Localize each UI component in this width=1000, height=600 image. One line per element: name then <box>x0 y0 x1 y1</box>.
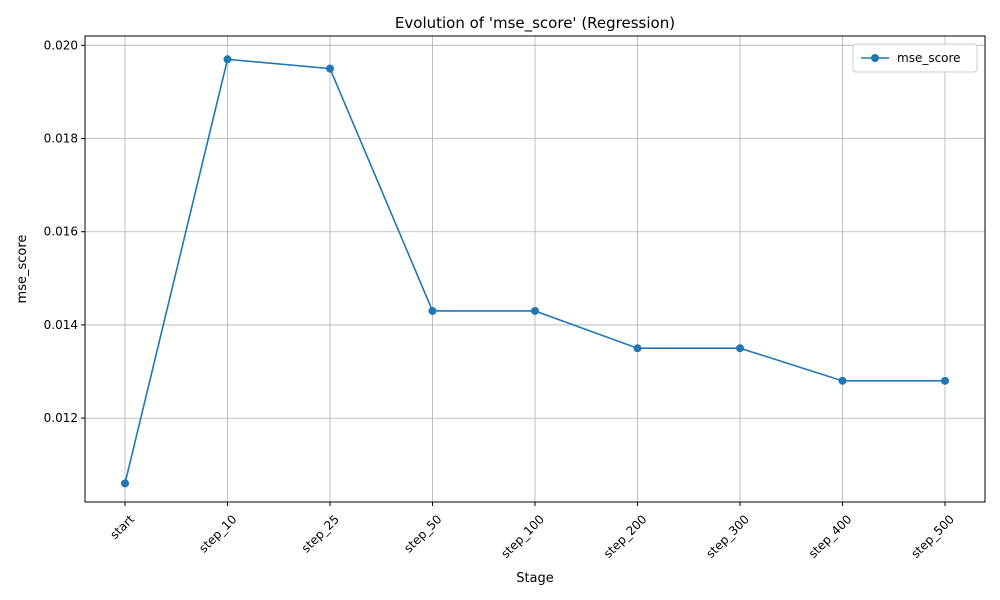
chart-title: Evolution of 'mse_score' (Regression) <box>395 14 675 33</box>
y-tick-label: 0.014 <box>44 318 78 332</box>
x-tick-label: step_50 <box>401 512 444 555</box>
data-point <box>736 344 744 353</box>
x-axis-label: Stage <box>516 571 554 586</box>
legend-box <box>852 43 978 73</box>
data-point <box>223 55 232 64</box>
x-tick-label: step_100 <box>498 512 547 561</box>
legend-label: mse_score <box>897 51 961 65</box>
x-tick-label: step_400 <box>806 512 855 561</box>
x-tick-label: step_300 <box>703 512 752 561</box>
legend-marker <box>871 54 879 62</box>
y-axis-ticks: 0.012 0.014 0.016 0.018 0.020 <box>44 38 85 425</box>
x-axis-ticks: start step_10 step_25 step_50 step_100 step_2… <box>107 502 957 561</box>
x-tick-label: start <box>107 512 137 542</box>
data-point <box>838 376 847 385</box>
y-tick-label: 0.020 <box>44 38 78 52</box>
x-tick-label: step_200 <box>601 512 650 561</box>
x-tick-label: step_10 <box>196 512 239 555</box>
series-layer <box>121 55 949 488</box>
y-tick-label: 0.016 <box>44 225 78 239</box>
data-point <box>633 344 642 353</box>
data-point <box>121 479 129 488</box>
data-point <box>428 306 437 315</box>
x-tick-label: step_25 <box>299 512 342 555</box>
data-point <box>941 376 949 385</box>
data-point <box>326 64 334 73</box>
y-tick-label: 0.018 <box>44 132 78 146</box>
data-point <box>531 306 539 315</box>
y-tick-label: 0.012 <box>44 411 78 425</box>
grid-lines <box>85 36 985 502</box>
legend: mse_score <box>852 43 978 73</box>
x-tick-label: step_500 <box>908 512 957 561</box>
y-axis-label: mse_score <box>15 235 30 304</box>
